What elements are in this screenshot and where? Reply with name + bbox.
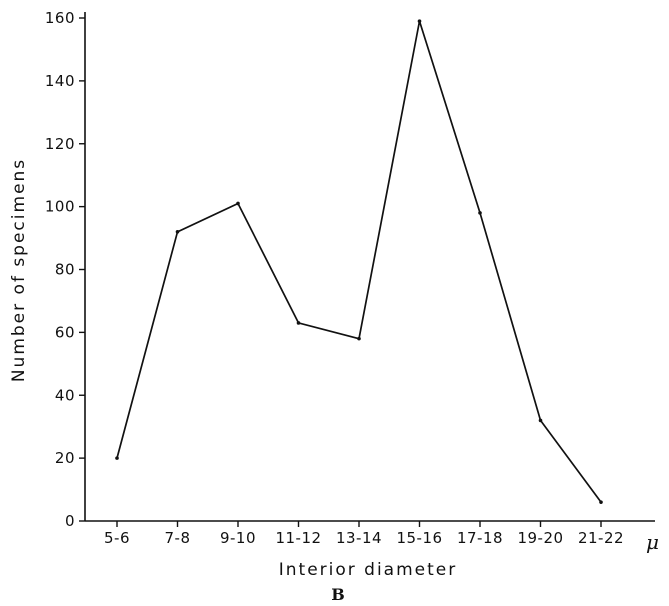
y-axis-title: Number of specimens — [9, 158, 29, 382]
x-tick-label: 13-14 — [336, 529, 382, 547]
data-point — [478, 211, 482, 215]
y-axis-ticks: 0 20 40 60 80 100 120 140 160 — [45, 9, 85, 530]
y-tick-label: 160 — [45, 9, 75, 27]
x-tick-label: 17-18 — [457, 529, 503, 547]
data-point — [538, 418, 543, 423]
panel-label: B — [331, 585, 345, 604]
data-point — [236, 201, 240, 206]
y-tick-label: 60 — [55, 323, 75, 341]
x-tick-label: 21-22 — [578, 529, 624, 547]
x-axis-title: Interior diameter — [279, 560, 457, 580]
series-line — [116, 20, 602, 503]
data-point — [599, 500, 603, 504]
y-tick-label: 20 — [55, 449, 75, 467]
x-axis-ticks: 5-6 7-8 9-10 11-12 13-14 15-16 17-18 19-20 21-22 — [104, 521, 624, 547]
x-tick-label: 5-6 — [104, 529, 130, 547]
y-tick-label: 100 — [45, 198, 75, 216]
y-tick-label: 80 — [55, 261, 75, 279]
x-axis-unit: μ — [646, 530, 659, 554]
x-tick-label: 11-12 — [275, 529, 321, 547]
data-point — [175, 229, 180, 234]
x-tick-label: 7-8 — [165, 529, 191, 547]
y-tick-label: 0 — [65, 512, 75, 530]
y-tick-label: 140 — [45, 72, 75, 90]
x-tick-label: 15-16 — [396, 529, 442, 547]
x-tick-label: 9-10 — [220, 529, 256, 547]
y-tick-label: 120 — [45, 135, 75, 153]
data-points — [115, 19, 603, 504]
y-tick-label: 40 — [55, 386, 75, 404]
data-point — [296, 321, 301, 325]
data-point — [115, 456, 119, 460]
x-tick-label: 19-20 — [517, 529, 563, 547]
data-point — [357, 336, 361, 341]
data-point — [417, 19, 422, 23]
